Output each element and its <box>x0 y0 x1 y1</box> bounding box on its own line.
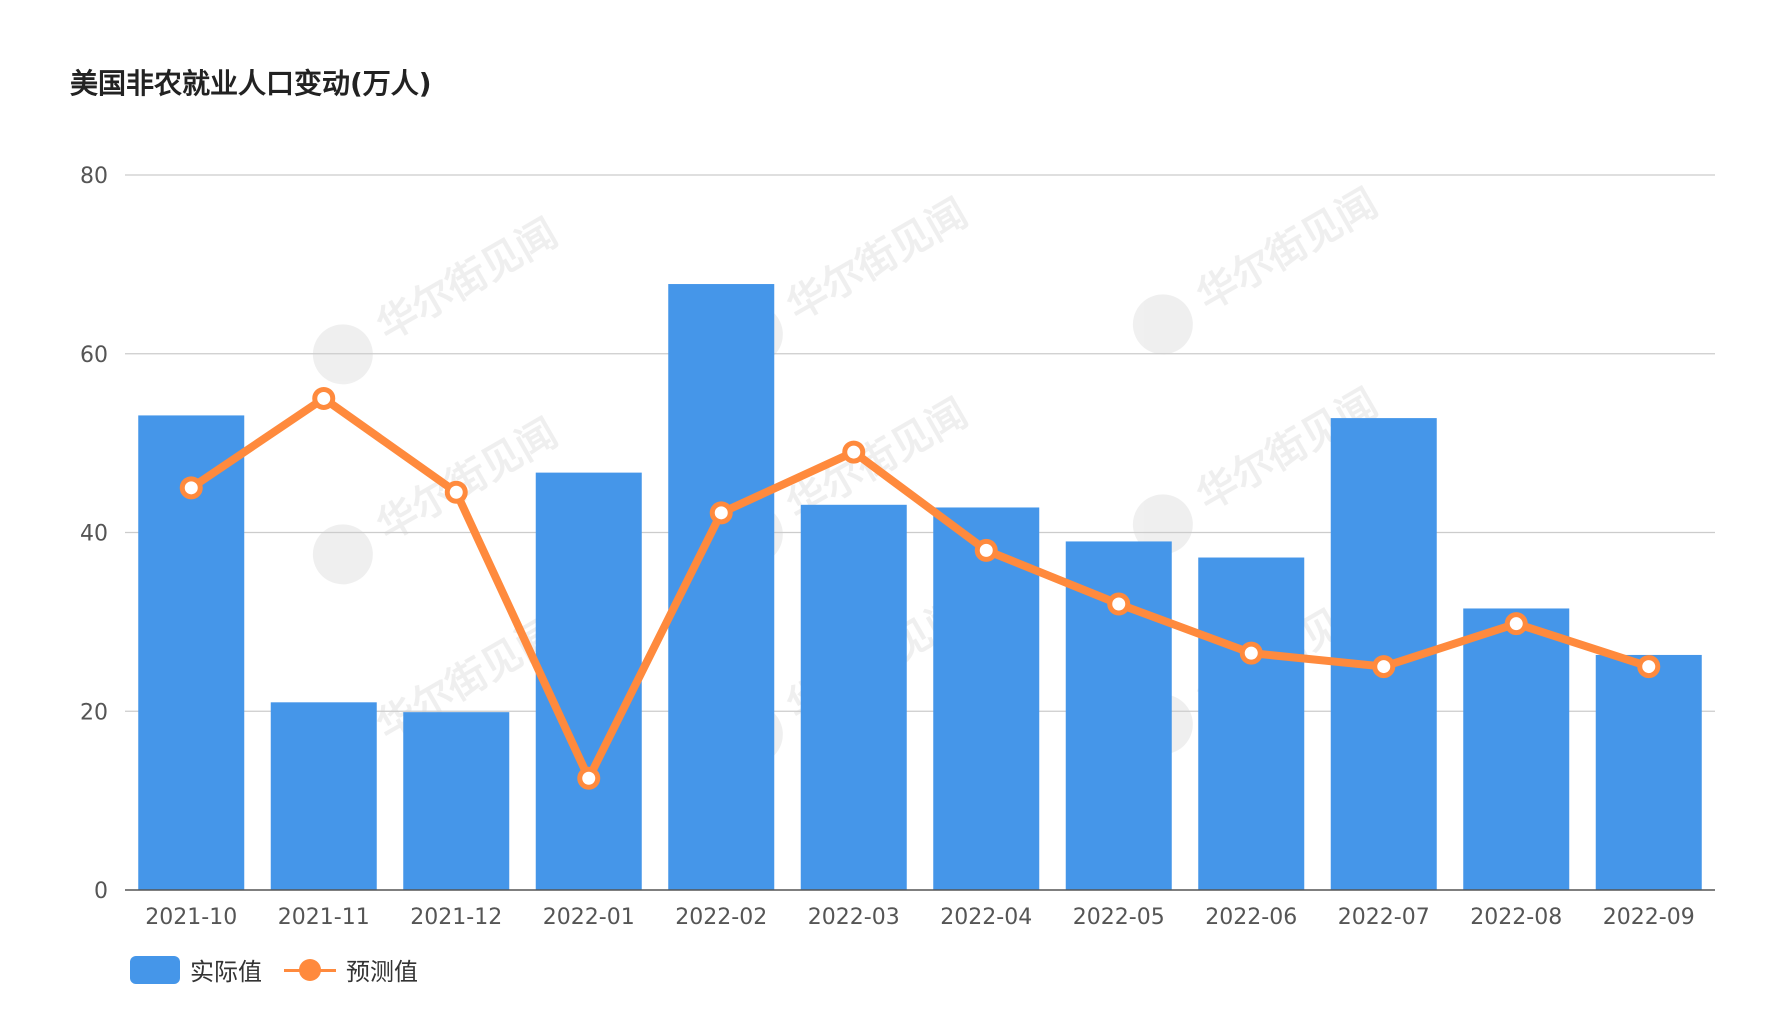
gridlines <box>125 174 1715 712</box>
legend-label-forecast: 预测值 <box>346 958 418 986</box>
legend-label-actual: 实际值 <box>190 958 262 986</box>
x-tick-label: 2022-09 <box>1603 905 1695 930</box>
x-tick-label: 2022-05 <box>1073 905 1165 930</box>
y-tick-label: 20 <box>80 700 108 725</box>
forecast-point <box>842 440 866 464</box>
x-tick-label: 2021-11 <box>278 905 370 930</box>
forecast-point <box>1637 655 1661 679</box>
y-axis-ticks: 0 20 40 60 80 <box>80 164 108 904</box>
forecast-point <box>1372 655 1396 679</box>
legend-swatch-bar <box>130 955 180 984</box>
svg-text:华尔街见闻: 华尔街见闻 <box>779 190 975 330</box>
legend: 实际值 预测值 <box>130 952 440 987</box>
bar <box>1463 608 1570 890</box>
y-tick-label: 80 <box>80 164 108 189</box>
x-tick-label: 2022-03 <box>808 905 900 930</box>
svg-text:华尔街见闻: 华尔街见闻 <box>369 210 565 350</box>
y-tick-label: 40 <box>80 522 108 547</box>
forecast-point <box>444 480 468 504</box>
x-tick-label: 2021-10 <box>145 905 237 930</box>
x-tick-label: 2022-04 <box>940 905 1032 930</box>
x-tick-label: 2022-07 <box>1338 905 1430 930</box>
chart-title: 美国非农就业人口变动(万人) <box>70 67 432 100</box>
legend-item-actual[interactable]: 实际值 <box>130 952 262 987</box>
watermark: 华尔街见闻 <box>312 210 566 385</box>
bar <box>1198 557 1305 890</box>
x-tick-label: 2022-01 <box>543 905 635 930</box>
bar <box>403 712 510 890</box>
line-series <box>179 386 1661 790</box>
x-tick-label: 2021-12 <box>410 905 502 930</box>
watermark: 华尔街见闻 <box>1132 180 1386 355</box>
legend-swatch-line <box>284 956 336 984</box>
svg-text:华尔街见闻: 华尔街见闻 <box>1189 180 1385 320</box>
legend-item-forecast[interactable]: 预测值 <box>284 952 418 987</box>
y-tick-label: 0 <box>94 879 108 904</box>
bar <box>1595 654 1702 890</box>
x-tick-label: 2022-08 <box>1470 905 1562 930</box>
x-axis-ticks: 2021-10 2021-11 2021-12 2022-01 2022-02 2022-… <box>145 905 1694 930</box>
forecast-point <box>974 538 998 562</box>
forecast-point <box>312 386 336 410</box>
bar <box>535 472 642 890</box>
x-tick-label: 2022-06 <box>1205 905 1297 930</box>
bar <box>270 702 377 890</box>
forecast-point <box>1239 641 1263 665</box>
bar-series <box>138 284 1702 891</box>
x-tick-label: 2022-02 <box>675 905 767 930</box>
forecast-line <box>187 394 1653 783</box>
forecast-point <box>1107 592 1131 616</box>
y-tick-label: 60 <box>80 343 108 368</box>
forecast-point <box>179 476 203 500</box>
forecast-point <box>709 501 733 525</box>
bar <box>800 504 907 890</box>
forecast-point <box>577 766 601 790</box>
bar <box>933 507 1040 890</box>
watermark: 华尔街见闻 <box>312 410 566 585</box>
forecast-point <box>1504 612 1528 636</box>
